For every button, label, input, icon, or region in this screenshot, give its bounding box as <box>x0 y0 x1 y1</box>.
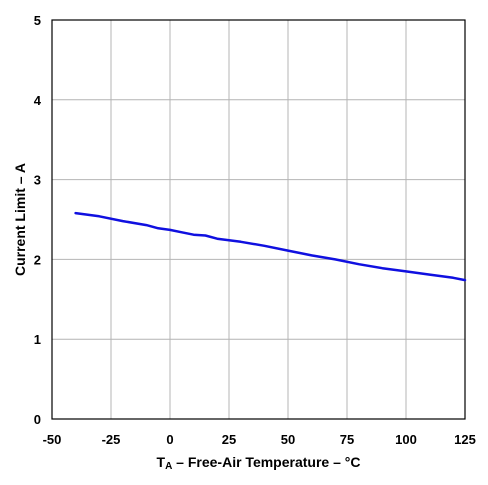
x-axis-title-symbol: T <box>157 454 166 470</box>
plot-frame <box>51 19 466 420</box>
x-tick-label: -50 <box>43 432 62 447</box>
y-tick-label: 3 <box>34 173 41 188</box>
x-tick-label: 0 <box>166 432 173 447</box>
x-tick-label: -25 <box>102 432 121 447</box>
series-line <box>74 211 467 282</box>
x-axis-ticks: -50 -25 0 25 50 75 100 125 <box>43 432 476 447</box>
x-axis-title-text: – Free-Air Temperature – °C <box>172 454 360 470</box>
y-axis-ticks: 0 1 2 3 4 5 <box>34 13 42 427</box>
y-tick-label: 2 <box>34 252 41 267</box>
series-layer <box>74 211 467 282</box>
y-tick-label: 1 <box>34 332 41 347</box>
grid <box>52 20 465 419</box>
y-axis-title: Current Limit – A <box>12 163 28 276</box>
y-tick-label: 0 <box>34 412 41 427</box>
x-tick-label: 125 <box>454 432 476 447</box>
x-tick-label: 100 <box>395 432 417 447</box>
x-axis-title: TA – Free-Air Temperature – °C <box>157 454 361 472</box>
y-tick-label: 4 <box>34 93 42 108</box>
y-tick-label: 5 <box>34 13 41 28</box>
x-tick-label: 50 <box>281 432 295 447</box>
x-tick-label: 25 <box>222 432 236 447</box>
x-tick-label: 75 <box>340 432 354 447</box>
x-axis-title-subscript: A <box>165 461 172 472</box>
